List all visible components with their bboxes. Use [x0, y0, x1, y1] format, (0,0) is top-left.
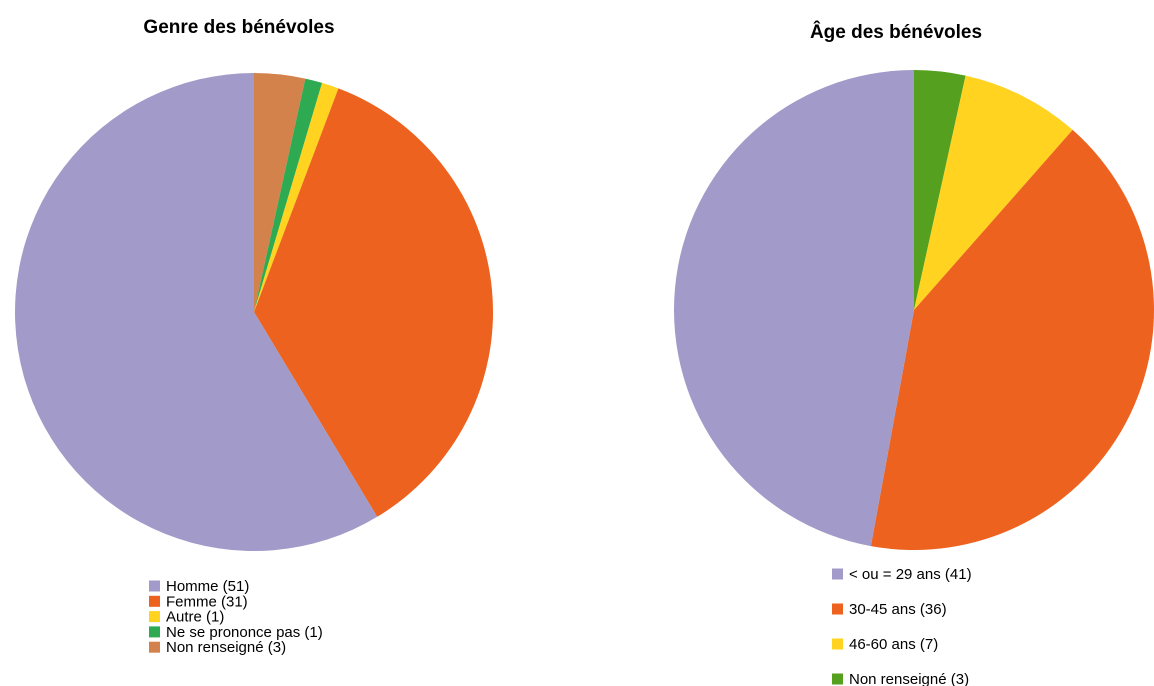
chart-age: Âge des bénévoles < ou = 29 ans (41) 30-4… [673, 21, 1154, 686]
pie-slice-gender-non-renseigne-3 [254, 73, 306, 312]
legend-swatch-age-46-60-ans-7 [832, 638, 843, 650]
chart-gender: Genre des bénévoles Homme (51)Femme (31)… [15, 17, 494, 656]
chart-gender-title: Genre des bénévoles [143, 17, 334, 38]
legend-label-gender-homme-51: Homme (51) [166, 578, 249, 595]
legend-label-age-non-renseigne-3: Non renseigné (3) [849, 671, 969, 686]
chart-gender-legend: Homme (51)Femme (31)Autre (1)Ne se prono… [149, 578, 323, 656]
legend-swatch-age-non-renseigne-3 [832, 673, 843, 685]
pie-slice-gender-ne-se-prononce-pas-1 [254, 78, 323, 312]
chart-age-legend: < ou = 29 ans (41) 30-45 ans (36) 46-60 an… [832, 566, 972, 686]
legend-label-gender-ne-se-prononce-pas-1: Ne se prononce pas (1) [166, 624, 323, 641]
legend-label-age-46-60-ans-7: 46-60 ans (7) [849, 636, 938, 653]
pie-slice-age-ou-29-ans-41 [673, 70, 914, 547]
legend-label-gender-autre-1: Autre (1) [166, 609, 224, 626]
chart-age-slices [673, 70, 1154, 551]
pie-slice-age-30-45-ans-36 [870, 129, 1154, 551]
pie-slice-gender-autre-1 [254, 82, 339, 313]
legend-label-age-30-45-ans-36: 30-45 ans (36) [849, 601, 947, 618]
pie-slice-gender-homme-51 [15, 73, 378, 551]
legend-swatch-gender-ne-se-prononce-pas-1 [149, 626, 160, 638]
legend-label-gender-non-renseigne-3: Non renseigné (3) [166, 639, 286, 656]
pie-slice-age-46-60-ans-7 [914, 75, 1073, 310]
pie-slice-age-non-renseigne-3 [914, 70, 966, 310]
legend-swatch-age-30-45-ans-36 [832, 603, 843, 615]
chart-age-title: Âge des bénévoles [810, 21, 982, 43]
pie-slice-gender-femme-31 [254, 88, 494, 517]
legend-label-gender-femme-31: Femme (31) [166, 593, 248, 610]
legend-swatch-gender-non-renseigne-3 [149, 641, 160, 653]
legend-swatch-gender-autre-1 [149, 611, 160, 623]
legend-label-age-ou-29-ans-41: < ou = 29 ans (41) [849, 566, 972, 583]
chart-gender-slices [15, 73, 494, 551]
legend-swatch-gender-homme-51 [149, 580, 160, 592]
legend-swatch-gender-femme-31 [149, 595, 160, 607]
legend-swatch-age-ou-29-ans-41 [832, 568, 843, 580]
